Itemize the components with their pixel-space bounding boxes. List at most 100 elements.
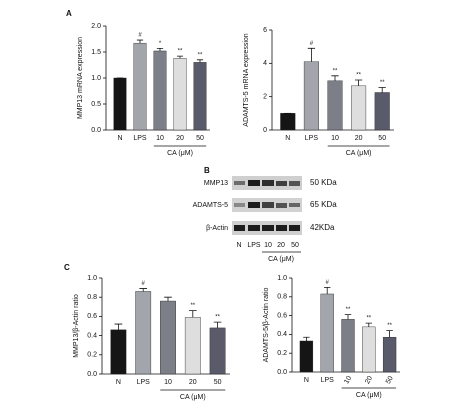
x-tick-label: N	[117, 135, 122, 142]
band	[248, 202, 260, 208]
bar	[209, 327, 226, 375]
blot-row-label: β-Actin	[206, 225, 228, 232]
x-tick-label: N	[116, 379, 121, 386]
x-tick-label: 20	[189, 379, 197, 386]
panel-label: B	[204, 166, 210, 175]
band	[276, 181, 287, 186]
bar	[374, 92, 390, 131]
bands	[234, 180, 300, 231]
lane-label: 20	[277, 242, 285, 249]
x-tick-label: 50	[196, 135, 204, 142]
group-label: CA (μM)	[180, 394, 206, 401]
significance-mark: **	[333, 68, 338, 74]
band	[248, 225, 260, 231]
panel-label: C	[64, 263, 70, 272]
y-tick-label: 0.8	[277, 294, 287, 301]
y-tick-label: 0	[263, 127, 267, 134]
band	[289, 181, 300, 186]
bar	[173, 58, 187, 131]
error-bar	[307, 47, 316, 62]
blot-size: 65 KDa	[310, 200, 337, 209]
x-tick-label: 20	[364, 375, 374, 385]
x-tick-label: 10	[331, 135, 339, 142]
group-label: CA (μM)	[356, 392, 382, 399]
error-bar	[323, 287, 331, 294]
bar	[160, 300, 176, 375]
blot-row-label: MMP13	[204, 180, 228, 187]
significance-mark: **	[380, 80, 385, 86]
error-bar	[331, 75, 339, 81]
error-bar	[136, 39, 144, 44]
band	[262, 225, 274, 231]
y-tick-label: 1.0	[277, 275, 287, 282]
significance-mark: #	[326, 280, 330, 286]
group-label: CA (μM)	[167, 150, 193, 157]
y-tick-label: 1.0	[91, 75, 101, 82]
x-tick-label: N	[285, 135, 290, 142]
significance-mark: #	[310, 41, 314, 47]
y-axis-label: MMP13 mRNA expression	[77, 37, 84, 119]
significance-mark: #	[138, 33, 142, 39]
significance-mark: **	[215, 315, 220, 321]
y-axis-label: ADAMTS-5/β-Actin ratio	[263, 287, 270, 362]
y-tick-label: 0.0	[91, 127, 101, 134]
error-bar	[213, 321, 222, 328]
error-bar	[196, 59, 204, 63]
bar	[362, 326, 376, 373]
x-tick-label: 20	[355, 135, 363, 142]
significance-mark: **	[198, 52, 203, 58]
band	[234, 225, 245, 231]
significance-mark: **	[190, 303, 195, 309]
error-bar	[365, 322, 373, 327]
panel-label: A	[66, 9, 72, 18]
blot-size: 42KDa	[310, 223, 335, 232]
bar	[303, 61, 319, 131]
significance-mark: **	[178, 49, 183, 55]
bar	[133, 42, 147, 131]
error-bar	[139, 288, 148, 292]
bar	[320, 293, 334, 373]
bar	[193, 62, 207, 131]
error-bar	[176, 55, 184, 59]
error-bar	[386, 330, 393, 338]
error-bar	[188, 310, 197, 318]
y-tick-label: 0.0	[87, 371, 97, 378]
x-tick-label: 50	[378, 135, 386, 142]
x-tick-label: 10	[156, 135, 164, 142]
y-tick-label: 0.6	[277, 312, 287, 319]
y-tick-label: 4	[263, 60, 267, 67]
y-axis-label: MMP13/β-Actin ratio	[73, 294, 80, 358]
significance-mark: **	[387, 323, 392, 329]
y-tick-label: 0.2	[277, 350, 287, 357]
y-tick-label: 0.6	[87, 313, 97, 320]
bar	[341, 319, 355, 373]
y-tick-label: 0.4	[277, 331, 287, 338]
bar	[327, 80, 343, 131]
y-tick-label: 0.4	[87, 332, 97, 339]
y-tick-label: 0.2	[87, 352, 97, 359]
band	[289, 225, 300, 231]
significance-mark: **	[366, 316, 371, 322]
group-label: CA (μM)	[268, 256, 294, 263]
x-tick-label: N	[304, 377, 309, 384]
bar	[113, 77, 127, 131]
band	[248, 180, 260, 186]
band	[276, 225, 287, 231]
x-tick-label: 50	[385, 375, 395, 385]
error-bar	[156, 47, 164, 51]
x-tick-label: LPS	[133, 135, 147, 142]
blot-size: 50 KDa	[310, 178, 337, 187]
error-bar	[164, 296, 172, 302]
bar	[135, 291, 152, 375]
bar	[299, 340, 314, 373]
significance-mark: **	[356, 73, 361, 79]
y-tick-label: 0.5	[91, 101, 101, 108]
significance-mark: **	[346, 307, 351, 313]
bar	[280, 113, 296, 131]
x-tick-label: 10	[343, 375, 353, 385]
bar	[184, 317, 201, 375]
bar	[382, 337, 397, 373]
x-tick-label: 50	[214, 379, 222, 386]
lane-label: LPS	[247, 242, 261, 249]
